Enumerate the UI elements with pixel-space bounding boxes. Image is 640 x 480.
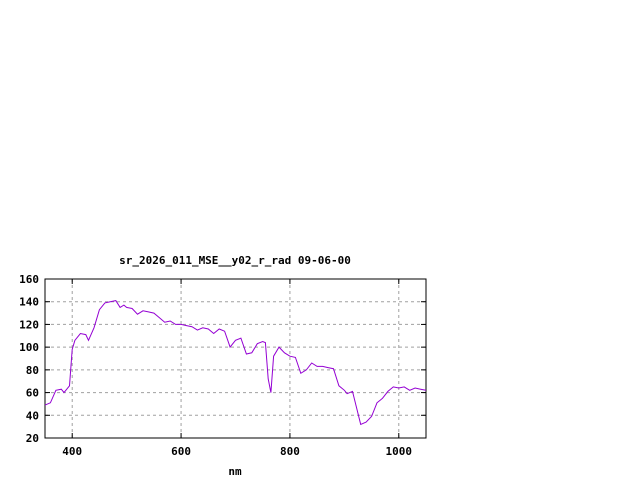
x-tick-label: 600 [171,445,191,458]
x-axis-label: nm [228,465,242,478]
y-tick-label: 60 [26,387,39,400]
y-tick-label: 100 [19,341,39,354]
ticks: 20 40 60 80 100 120 140 160 400 600 800 1000 [19,273,426,458]
x-tick-label: 800 [280,445,300,458]
y-tick-label: 40 [26,409,39,422]
plot-frame [44,278,427,439]
y-tick-label: 140 [19,296,39,309]
x-tick-label: 1000 [386,445,413,458]
y-tick-label: 80 [26,364,39,377]
chart-title: sr_2026_011_MSE__y02_r_rad 09-06-00 [119,254,351,267]
series-line [44,300,427,426]
x-tick-label: 400 [62,445,82,458]
grid [45,279,426,438]
y-tick-label: 20 [26,432,39,445]
y-tick-label: 120 [19,318,39,331]
y-tick-label: 160 [19,273,39,286]
